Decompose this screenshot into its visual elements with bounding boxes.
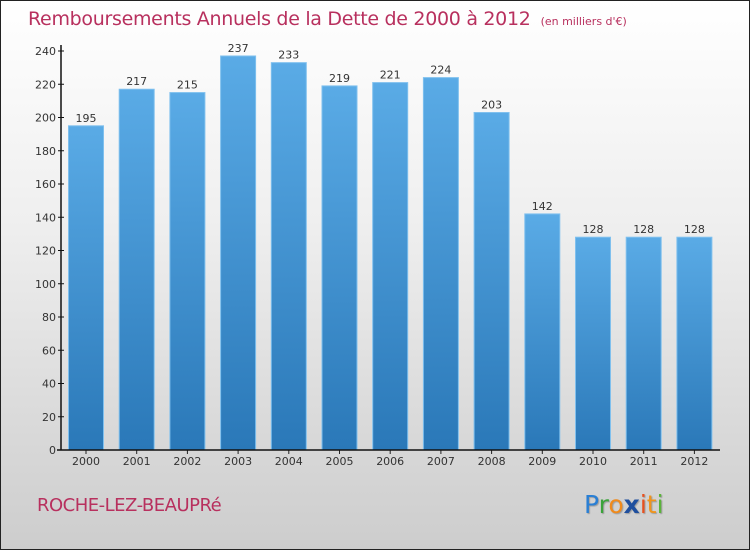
bar-2005	[321, 85, 358, 451]
y-tick-label-80: 80	[42, 311, 56, 324]
data-label-2002: 215	[177, 79, 198, 92]
bar-2011	[625, 236, 662, 451]
bar-2004	[270, 62, 307, 451]
bar-2012	[676, 236, 713, 451]
data-label-2010: 128	[583, 223, 604, 236]
x-tick-label-2009: 2009	[528, 455, 556, 468]
y-tick-label-220: 220	[35, 78, 56, 91]
data-label-2007: 224	[430, 64, 451, 77]
y-tick-label-40: 40	[42, 378, 56, 391]
y-tick-label-160: 160	[35, 178, 56, 191]
y-tick-label-120: 120	[35, 245, 56, 258]
logo-letter-3: x	[623, 490, 640, 519]
data-label-2005: 219	[329, 72, 350, 85]
x-tick-label-2002: 2002	[173, 455, 201, 468]
data-label-2004: 233	[278, 49, 299, 62]
y-tick-label-200: 200	[35, 112, 56, 125]
x-tick-label-2001: 2001	[123, 455, 151, 468]
data-label-2000: 195	[76, 112, 97, 125]
data-label-2001: 217	[126, 75, 147, 88]
y-tick-label-100: 100	[35, 278, 56, 291]
data-label-2006: 221	[380, 69, 401, 82]
bar-2002	[169, 92, 206, 451]
proxiti-logo[interactable]: Proxiti	[584, 490, 664, 519]
bar-2006	[372, 82, 409, 451]
bar-2003	[220, 55, 257, 451]
logo-letter-4: i	[639, 490, 647, 519]
x-tick-label-2010: 2010	[579, 455, 607, 468]
data-label-2003: 237	[228, 42, 249, 55]
y-tick-label-180: 180	[35, 145, 56, 158]
logo-letter-2: o	[608, 490, 624, 519]
bar-2009	[524, 213, 561, 451]
y-tick-label-20: 20	[42, 411, 56, 424]
logo-letter-0: P	[584, 490, 599, 519]
logo-letter-6: i	[656, 490, 664, 519]
data-label-2009: 142	[532, 200, 553, 213]
chart-title: Remboursements Annuels de la Dette de 20…	[28, 8, 627, 30]
commune-name: ROCHE-LEZ-BEAUPRé	[37, 495, 222, 516]
x-tick-label-2005: 2005	[326, 455, 354, 468]
data-label-2011: 128	[633, 223, 654, 236]
bar-2010	[575, 236, 611, 451]
y-tick-label-60: 60	[42, 344, 56, 357]
x-tick-label-2000: 2000	[72, 455, 100, 468]
x-tick-label-2003: 2003	[224, 455, 252, 468]
x-tick-label-2004: 2004	[275, 455, 303, 468]
logo-letter-1: r	[598, 490, 609, 519]
x-tick-label-2006: 2006	[376, 455, 404, 468]
logo-letter-5: t	[646, 490, 657, 519]
y-tick-label-140: 140	[35, 211, 56, 224]
data-label-2008: 203	[481, 99, 502, 112]
bar-2008	[473, 112, 510, 451]
bar-2000	[68, 125, 104, 451]
x-tick-label-2007: 2007	[427, 455, 455, 468]
bar-2007	[422, 77, 459, 451]
chart-title-main: Remboursements Annuels de la Dette de 20…	[28, 8, 531, 30]
chart-subtitle: (en milliers d'€)	[540, 15, 627, 28]
data-label-2012: 128	[684, 223, 705, 236]
bar-2001	[118, 88, 155, 451]
x-tick-label-2008: 2008	[478, 455, 506, 468]
y-tick-label-0: 0	[49, 444, 56, 457]
x-tick-label-2011: 2011	[630, 455, 658, 468]
x-tick-label-2012: 2012	[680, 455, 708, 468]
y-tick-label-240: 240	[35, 45, 56, 58]
